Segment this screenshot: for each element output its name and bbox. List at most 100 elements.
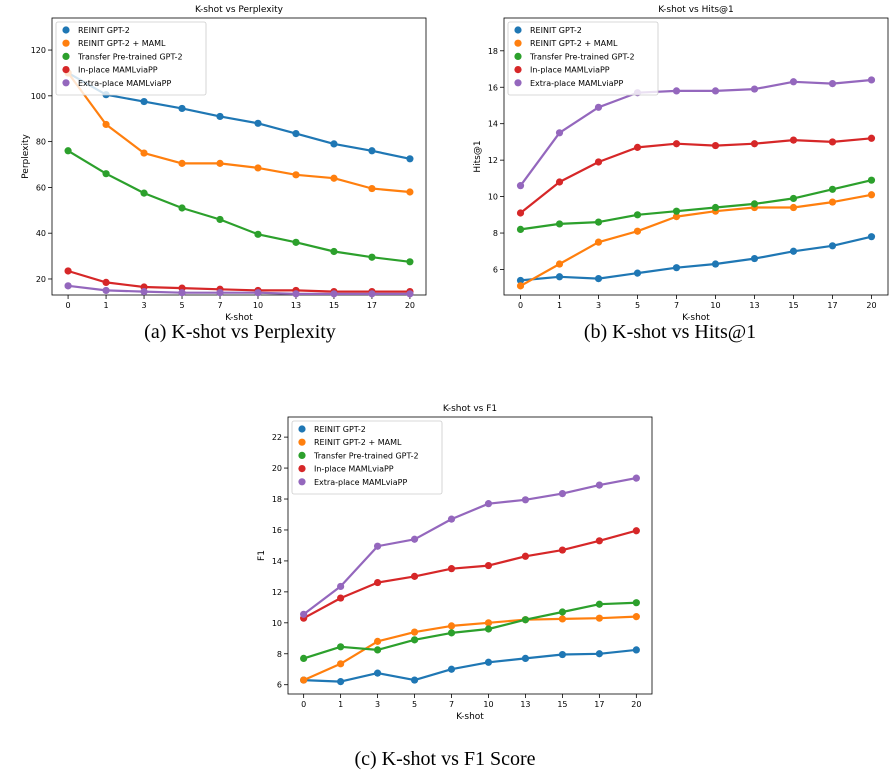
data-point-in-place-mamlviapp-0	[516, 209, 525, 217]
data-point-reinit-gpt-2-20	[867, 233, 876, 241]
legend-marker-in-place-mamlviapp	[514, 66, 522, 74]
data-point-reinit-gpt-2-maml-5	[410, 628, 419, 636]
data-point-reinit-gpt-2-maml-15	[330, 174, 338, 182]
y-tick-label-6: 6	[493, 265, 498, 274]
x-tick-label-0: 0	[301, 700, 306, 709]
y-tick-label-16: 16	[272, 526, 282, 535]
y-tick-label-20: 20	[36, 275, 46, 284]
data-point-reinit-gpt-2-maml-3	[373, 637, 382, 645]
series-line-in-place-mamlviapp	[67, 269, 410, 293]
data-point-transfer-pre-trained-gpt-2-17	[595, 600, 603, 608]
legend: REINIT GPT-2 REINIT GPT-2 + MAML Transfer …	[291, 420, 443, 495]
legend-marker-reinit-gpt-2-maml	[514, 39, 522, 47]
x-tick-label-0: 0	[518, 301, 523, 310]
y-tick-label-8: 8	[277, 650, 282, 659]
x-tick-label-17: 17	[594, 700, 604, 709]
y-tick-label-10: 10	[488, 193, 498, 202]
y-tick-label-22: 22	[272, 433, 282, 442]
series-line-transfer-pre-trained-gpt-2	[67, 149, 411, 263]
data-point-reinit-gpt-2-13	[521, 654, 530, 663]
data-point-transfer-pre-trained-gpt-2-13	[750, 200, 759, 208]
data-point-reinit-gpt-2-maml-17	[595, 614, 603, 622]
data-point-reinit-gpt-2-10	[254, 119, 262, 127]
data-point-reinit-gpt-2-maml-3	[594, 238, 603, 246]
legend-entry-transfer-pre-trained-gpt-2: Transfer Pre-trained GPT-2	[77, 52, 183, 61]
data-point-reinit-gpt-2-5	[410, 676, 419, 684]
data-point-transfer-pre-trained-gpt-2-1	[555, 220, 564, 228]
legend-marker-extra-place-mamlviapp	[514, 79, 522, 87]
data-point-reinit-gpt-2-0	[516, 276, 525, 285]
y-axis-label: Perplexity	[21, 134, 31, 179]
data-point-transfer-pre-trained-gpt-2-17	[368, 253, 376, 261]
data-point-transfer-pre-trained-gpt-2-0	[516, 225, 525, 233]
data-point-reinit-gpt-2-7	[672, 264, 681, 272]
data-point-extra-place-mamlviapp-1	[555, 129, 564, 137]
y-tick-label-18: 18	[272, 495, 282, 504]
series-line-reinit-gpt-2	[520, 235, 872, 282]
x-tick-label-5: 5	[179, 301, 184, 310]
x-tick-label-17: 17	[367, 301, 377, 310]
chart-title: K-shot vs F1	[443, 404, 497, 414]
data-point-in-place-mamlviapp-0	[64, 267, 72, 275]
y-tick-label-80: 80	[36, 138, 46, 147]
data-point-in-place-mamlviapp-10	[484, 561, 493, 570]
data-point-reinit-gpt-2-maml-20	[867, 191, 876, 199]
caption-hits: (b) K-shot vs Hits@1	[583, 321, 757, 343]
data-point-reinit-gpt-2-7	[216, 112, 224, 121]
data-point-extra-place-mamlviapp-0	[516, 182, 525, 190]
data-point-transfer-pre-trained-gpt-2-0	[64, 147, 72, 155]
chart-panel-perplexity: K-shot vs Perplexity 0 1 3 5 7 10 13 15 17 20 20 40 6…	[0, 0, 440, 323]
data-point-in-place-mamlviapp-15	[558, 546, 567, 554]
data-point-reinit-gpt-2-maml-3	[140, 149, 148, 157]
data-point-reinit-gpt-2-1	[337, 678, 345, 686]
x-tick-label-15: 15	[788, 301, 798, 310]
data-point-transfer-pre-trained-gpt-2-5	[633, 211, 642, 219]
x-tick-label-1: 1	[104, 301, 109, 310]
series-reinit-gpt-2	[64, 69, 414, 163]
data-point-in-place-mamlviapp-1	[102, 278, 110, 287]
data-point-transfer-pre-trained-gpt-2-5	[178, 204, 186, 212]
data-point-extra-place-mamlviapp-17	[828, 80, 837, 88]
legend-box	[55, 21, 207, 96]
x-tick-label-15: 15	[557, 700, 567, 709]
data-point-in-place-mamlviapp-5	[410, 572, 419, 580]
data-point-transfer-pre-trained-gpt-2-20	[406, 258, 414, 266]
x-tick-label-10: 10	[710, 301, 720, 310]
y-tick-label-60: 60	[36, 183, 46, 192]
legend-entry-in-place-mamlviapp: In-place MAMLviaPP	[78, 66, 158, 75]
data-point-in-place-mamlviapp-3	[373, 578, 382, 587]
data-point-reinit-gpt-2-17	[828, 242, 837, 250]
data-point-reinit-gpt-2-maml-20	[406, 188, 414, 196]
data-point-extra-place-mamlviapp-5	[410, 535, 419, 543]
series-line-reinit-gpt-2-maml	[303, 615, 637, 682]
series-extra-place-mamlviapp	[64, 282, 414, 298]
x-tick-label-15: 15	[329, 301, 339, 310]
data-point-reinit-gpt-2-maml-0	[516, 282, 525, 290]
series-in-place-mamlviapp	[516, 134, 876, 217]
chart-title: K-shot vs Perplexity	[195, 5, 284, 15]
x-axis-label: K-shot	[225, 313, 253, 323]
legend-entry-reinit-gpt-2-maml: REINIT GPT-2 + MAML	[530, 39, 618, 48]
series-transfer-pre-trained-gpt-2	[64, 147, 414, 266]
y-tick-label-16: 16	[488, 83, 498, 92]
x-tick-label-0: 0	[66, 301, 71, 310]
data-point-in-place-mamlviapp-13	[750, 140, 759, 148]
data-point-extra-place-mamlviapp-13	[521, 496, 530, 504]
series-line-reinit-gpt-2	[67, 71, 411, 160]
x-axis-label: K-shot	[456, 712, 484, 722]
data-point-transfer-pre-trained-gpt-2-0	[300, 654, 308, 663]
legend-marker-reinit-gpt-2	[62, 26, 70, 34]
x-tick-label-5: 5	[635, 301, 640, 310]
data-point-transfer-pre-trained-gpt-2-7	[216, 215, 224, 224]
data-point-extra-place-mamlviapp-7	[672, 87, 681, 95]
y-tick-label-100: 100	[31, 92, 46, 101]
legend-entry-reinit-gpt-2-maml: REINIT GPT-2 + MAML	[314, 438, 402, 447]
data-point-transfer-pre-trained-gpt-2-20	[632, 599, 640, 607]
data-point-transfer-pre-trained-gpt-2-7	[447, 629, 456, 637]
series-line-extra-place-mamlviapp	[519, 78, 872, 187]
data-point-transfer-pre-trained-gpt-2-3	[373, 646, 382, 654]
y-axis-label: Hits@1	[473, 140, 483, 172]
x-tick-label-7: 7	[449, 700, 454, 709]
legend-entry-reinit-gpt-2-maml: REINIT GPT-2 + MAML	[78, 39, 166, 48]
